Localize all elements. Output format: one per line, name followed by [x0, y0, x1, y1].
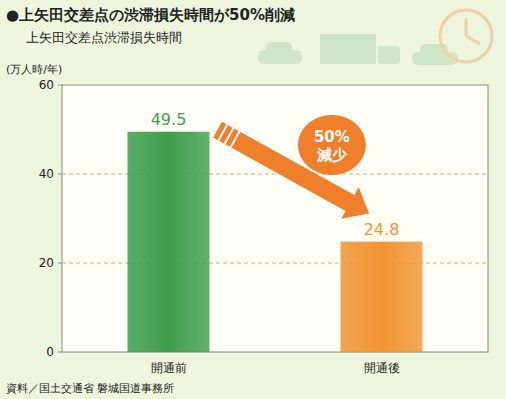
data-label: 24.8 — [364, 220, 400, 239]
grid-line — [62, 174, 488, 175]
annotation-text: 減少 — [316, 146, 348, 164]
annotation-badge — [298, 115, 366, 175]
category-label: 開通前 — [151, 361, 187, 375]
tick-mark — [58, 263, 62, 264]
tick-label: 20 — [39, 256, 54, 270]
title: ●上矢田交差点の渋滞損失時間が50%削減 — [6, 6, 295, 24]
labels: 49.5 開通前 24.8 開通後 — [151, 110, 400, 375]
bar — [341, 242, 423, 352]
arrow-stripe — [225, 128, 234, 144]
annotation: 50%減少 — [213, 115, 369, 219]
tick-label: 60 — [39, 78, 54, 92]
arrow-stripe — [231, 132, 240, 148]
tick-label: 0 — [46, 345, 54, 359]
tick-mark — [58, 174, 62, 175]
truck-icon — [320, 34, 376, 64]
chart-root: ●上矢田交差点の渋滞損失時間が50%削減上矢田交差点渋滞損失時間 (万人時/年) 0… — [0, 0, 506, 399]
clock-hand — [466, 36, 480, 44]
truck-icon — [378, 46, 400, 64]
tick-mark — [58, 352, 62, 353]
subtitle: 上矢田交差点渋滞損失時間 — [26, 30, 182, 45]
grid-line — [62, 263, 488, 264]
category-label: 開通後 — [364, 361, 400, 375]
tick-label: 40 — [39, 167, 54, 181]
plot-frame — [62, 85, 488, 352]
y-axis-title: (万人時/年) — [6, 63, 62, 76]
arrow-stripe — [218, 125, 227, 141]
bar — [128, 132, 210, 352]
chart-svg: ●上矢田交差点の渋滞損失時間が50%削減上矢田交差点渋滞損失時間 (万人時/年) 0… — [0, 0, 506, 399]
car-icon — [266, 42, 292, 54]
background — [0, 0, 506, 399]
clock-hand — [465, 18, 468, 36]
clock-icon — [440, 10, 492, 62]
tick-mark — [58, 85, 62, 86]
source: 資料／国土交通省 磐城国道事務所 — [6, 382, 175, 395]
y-axis: 0 20 40 60 — [39, 78, 488, 359]
annotation-text: 50% — [314, 128, 350, 146]
data-label: 49.5 — [151, 110, 187, 129]
